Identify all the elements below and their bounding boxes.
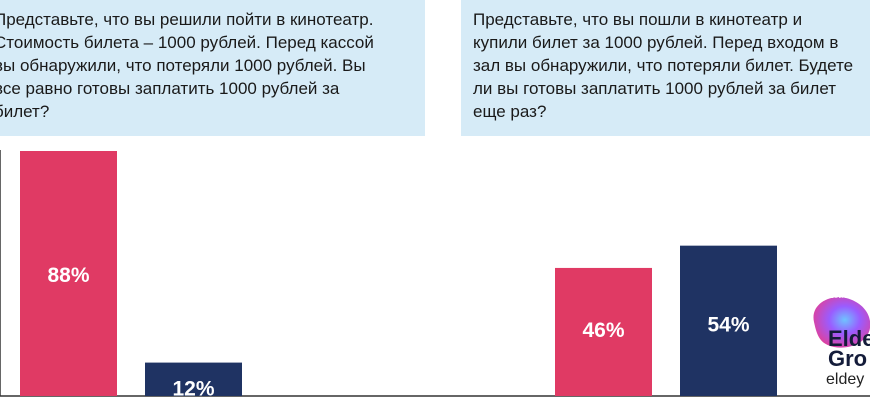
- right-question-box: Представьте, что вы пошли в кинотеатр и …: [461, 0, 870, 136]
- question-line: вы обнаружили, что потеряли 1000 рублей.…: [0, 56, 366, 75]
- eldey-group-logo: CONSULTING Elde Gro eldey: [800, 292, 870, 400]
- question-line: Представьте, что вы решили пойти в кинот…: [0, 10, 374, 29]
- bar-left-1: [20, 151, 117, 396]
- bar-value-label: 46%: [582, 319, 624, 342]
- question-line: Стоимость билета – 1000 рублей. Перед ка…: [0, 33, 374, 52]
- bar-value-label: 12%: [172, 378, 214, 400]
- logo-tiny-text: CONSULTING: [818, 294, 856, 300]
- logo-blob-icon: [813, 297, 870, 348]
- bar-right-2: [680, 245, 777, 396]
- bar-value-label: 88%: [47, 264, 89, 287]
- bar-value-label: 54%: [707, 314, 749, 337]
- bar-left-2: [145, 362, 242, 396]
- question-line: Представьте, что вы пошли в кинотеатр и: [473, 10, 803, 29]
- question-line: ли вы готовы заплатить 1000 рублей за би…: [473, 79, 837, 98]
- left-question-box: Представьте, что вы решили пойти в кинот…: [0, 0, 425, 136]
- logo-site: eldey: [826, 371, 865, 388]
- question-line: билет?: [0, 102, 50, 121]
- logo-word-2: Gro: [828, 346, 868, 371]
- question-line: зал вы обнаружили, что потеряли билет. Б…: [473, 56, 854, 75]
- bar-right-1: [555, 267, 652, 396]
- question-line: еще раз?: [473, 102, 547, 121]
- question-line: все равно готовы заплатить 1000 рублей з…: [0, 79, 340, 98]
- question-line: купили билет за 1000 рублей. Перед входо…: [473, 33, 839, 52]
- logo-word-1: Elde: [828, 326, 870, 351]
